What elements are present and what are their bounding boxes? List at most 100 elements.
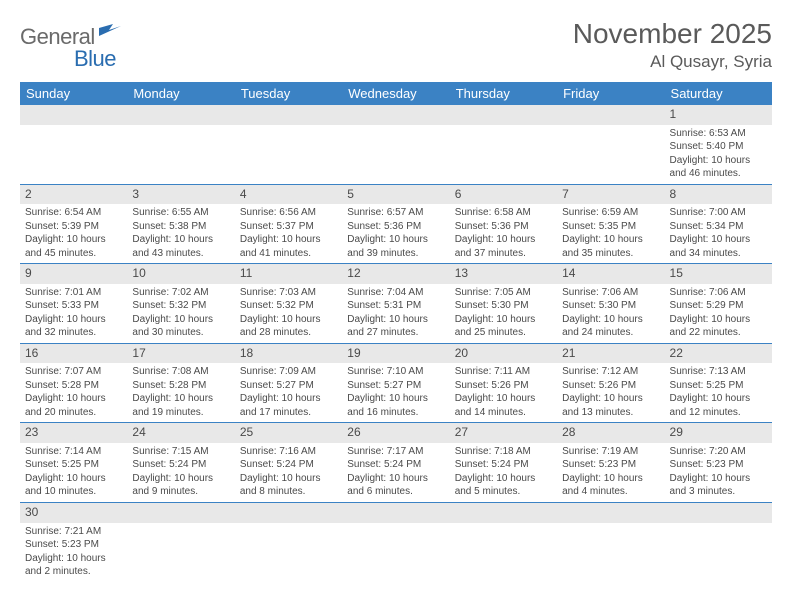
calendar-day-cell: 12Sunrise: 7:04 AMSunset: 5:31 PMDayligh… bbox=[342, 264, 449, 344]
day-number: 13 bbox=[450, 264, 557, 284]
day-number: 27 bbox=[450, 423, 557, 443]
day-number: 17 bbox=[127, 344, 234, 364]
day-details: Sunrise: 7:02 AMSunset: 5:32 PMDaylight:… bbox=[127, 284, 234, 343]
calendar-week-row: 23Sunrise: 7:14 AMSunset: 5:25 PMDayligh… bbox=[20, 423, 772, 503]
day-details: Sunrise: 7:14 AMSunset: 5:25 PMDaylight:… bbox=[20, 443, 127, 502]
day-number: 8 bbox=[665, 185, 772, 205]
location-label: Al Qusayr, Syria bbox=[573, 52, 772, 72]
calendar-day-cell: 16Sunrise: 7:07 AMSunset: 5:28 PMDayligh… bbox=[20, 343, 127, 423]
calendar-empty-cell bbox=[557, 502, 664, 581]
calendar-empty-cell bbox=[342, 105, 449, 184]
calendar-body: 1Sunrise: 6:53 AMSunset: 5:40 PMDaylight… bbox=[20, 105, 772, 582]
day-details: Sunrise: 7:10 AMSunset: 5:27 PMDaylight:… bbox=[342, 363, 449, 422]
calendar-day-cell: 30Sunrise: 7:21 AMSunset: 5:23 PMDayligh… bbox=[20, 502, 127, 581]
day-number-bar bbox=[235, 503, 342, 523]
calendar-head: SundayMondayTuesdayWednesdayThursdayFrid… bbox=[20, 82, 772, 105]
calendar-page: General November 2025 Al Qusayr, Syria B… bbox=[0, 0, 792, 582]
calendar-week-row: 2Sunrise: 6:54 AMSunset: 5:39 PMDaylight… bbox=[20, 184, 772, 264]
day-details: Sunrise: 7:08 AMSunset: 5:28 PMDaylight:… bbox=[127, 363, 234, 422]
day-details: Sunrise: 7:09 AMSunset: 5:27 PMDaylight:… bbox=[235, 363, 342, 422]
day-number: 12 bbox=[342, 264, 449, 284]
calendar-empty-cell bbox=[557, 105, 664, 184]
calendar-day-cell: 18Sunrise: 7:09 AMSunset: 5:27 PMDayligh… bbox=[235, 343, 342, 423]
calendar-day-cell: 19Sunrise: 7:10 AMSunset: 5:27 PMDayligh… bbox=[342, 343, 449, 423]
day-details: Sunrise: 6:59 AMSunset: 5:35 PMDaylight:… bbox=[557, 204, 664, 263]
calendar-day-cell: 24Sunrise: 7:15 AMSunset: 5:24 PMDayligh… bbox=[127, 423, 234, 503]
logo-flag-icon bbox=[99, 22, 125, 45]
day-details: Sunrise: 7:03 AMSunset: 5:32 PMDaylight:… bbox=[235, 284, 342, 343]
calendar-empty-cell bbox=[20, 105, 127, 184]
calendar-day-cell: 20Sunrise: 7:11 AMSunset: 5:26 PMDayligh… bbox=[450, 343, 557, 423]
weekday-header: Thursday bbox=[450, 82, 557, 105]
calendar-day-cell: 7Sunrise: 6:59 AMSunset: 5:35 PMDaylight… bbox=[557, 184, 664, 264]
day-details: Sunrise: 7:13 AMSunset: 5:25 PMDaylight:… bbox=[665, 363, 772, 422]
calendar-empty-cell bbox=[127, 105, 234, 184]
day-number-bar bbox=[342, 503, 449, 523]
day-number-bar bbox=[235, 105, 342, 125]
day-details: Sunrise: 7:12 AMSunset: 5:26 PMDaylight:… bbox=[557, 363, 664, 422]
day-details: Sunrise: 7:07 AMSunset: 5:28 PMDaylight:… bbox=[20, 363, 127, 422]
weekday-header: Tuesday bbox=[235, 82, 342, 105]
day-number: 10 bbox=[127, 264, 234, 284]
day-number-bar bbox=[665, 503, 772, 523]
month-title: November 2025 bbox=[573, 18, 772, 50]
calendar-week-row: 9Sunrise: 7:01 AMSunset: 5:33 PMDaylight… bbox=[20, 264, 772, 344]
day-number-bar bbox=[557, 503, 664, 523]
day-number-bar bbox=[127, 105, 234, 125]
day-details: Sunrise: 7:16 AMSunset: 5:24 PMDaylight:… bbox=[235, 443, 342, 502]
day-number: 19 bbox=[342, 344, 449, 364]
calendar-day-cell: 22Sunrise: 7:13 AMSunset: 5:25 PMDayligh… bbox=[665, 343, 772, 423]
calendar-day-cell: 8Sunrise: 7:00 AMSunset: 5:34 PMDaylight… bbox=[665, 184, 772, 264]
day-number: 29 bbox=[665, 423, 772, 443]
logo-sub-row: Blue bbox=[20, 46, 116, 72]
calendar-day-cell: 26Sunrise: 7:17 AMSunset: 5:24 PMDayligh… bbox=[342, 423, 449, 503]
calendar-day-cell: 29Sunrise: 7:20 AMSunset: 5:23 PMDayligh… bbox=[665, 423, 772, 503]
day-number: 15 bbox=[665, 264, 772, 284]
day-details: Sunrise: 7:11 AMSunset: 5:26 PMDaylight:… bbox=[450, 363, 557, 422]
calendar-day-cell: 23Sunrise: 7:14 AMSunset: 5:25 PMDayligh… bbox=[20, 423, 127, 503]
day-number: 26 bbox=[342, 423, 449, 443]
day-number: 21 bbox=[557, 344, 664, 364]
calendar-empty-cell bbox=[450, 502, 557, 581]
calendar-day-cell: 10Sunrise: 7:02 AMSunset: 5:32 PMDayligh… bbox=[127, 264, 234, 344]
day-number-bar bbox=[557, 105, 664, 125]
calendar-day-cell: 4Sunrise: 6:56 AMSunset: 5:37 PMDaylight… bbox=[235, 184, 342, 264]
weekday-header: Monday bbox=[127, 82, 234, 105]
day-details: Sunrise: 6:58 AMSunset: 5:36 PMDaylight:… bbox=[450, 204, 557, 263]
day-number: 5 bbox=[342, 185, 449, 205]
weekday-header: Friday bbox=[557, 82, 664, 105]
calendar-day-cell: 28Sunrise: 7:19 AMSunset: 5:23 PMDayligh… bbox=[557, 423, 664, 503]
day-details: Sunrise: 7:06 AMSunset: 5:29 PMDaylight:… bbox=[665, 284, 772, 343]
day-details: Sunrise: 6:56 AMSunset: 5:37 PMDaylight:… bbox=[235, 204, 342, 263]
day-number-bar bbox=[20, 105, 127, 125]
calendar-day-cell: 11Sunrise: 7:03 AMSunset: 5:32 PMDayligh… bbox=[235, 264, 342, 344]
weekday-header: Sunday bbox=[20, 82, 127, 105]
day-number: 18 bbox=[235, 344, 342, 364]
calendar-empty-cell bbox=[235, 502, 342, 581]
logo-text-blue: Blue bbox=[74, 46, 116, 71]
calendar-empty-cell bbox=[342, 502, 449, 581]
calendar-day-cell: 14Sunrise: 7:06 AMSunset: 5:30 PMDayligh… bbox=[557, 264, 664, 344]
day-number: 28 bbox=[557, 423, 664, 443]
calendar-day-cell: 25Sunrise: 7:16 AMSunset: 5:24 PMDayligh… bbox=[235, 423, 342, 503]
calendar-empty-cell bbox=[450, 105, 557, 184]
day-number-bar bbox=[342, 105, 449, 125]
calendar-empty-cell bbox=[127, 502, 234, 581]
calendar-day-cell: 17Sunrise: 7:08 AMSunset: 5:28 PMDayligh… bbox=[127, 343, 234, 423]
calendar-day-cell: 27Sunrise: 7:18 AMSunset: 5:24 PMDayligh… bbox=[450, 423, 557, 503]
day-details: Sunrise: 7:21 AMSunset: 5:23 PMDaylight:… bbox=[20, 523, 127, 582]
day-number: 6 bbox=[450, 185, 557, 205]
day-number: 30 bbox=[20, 503, 127, 523]
day-number: 7 bbox=[557, 185, 664, 205]
calendar-day-cell: 13Sunrise: 7:05 AMSunset: 5:30 PMDayligh… bbox=[450, 264, 557, 344]
day-number: 25 bbox=[235, 423, 342, 443]
calendar-empty-cell bbox=[665, 502, 772, 581]
day-details: Sunrise: 7:15 AMSunset: 5:24 PMDaylight:… bbox=[127, 443, 234, 502]
weekday-row: SundayMondayTuesdayWednesdayThursdayFrid… bbox=[20, 82, 772, 105]
day-number-bar bbox=[450, 105, 557, 125]
day-details: Sunrise: 7:17 AMSunset: 5:24 PMDaylight:… bbox=[342, 443, 449, 502]
day-details: Sunrise: 6:55 AMSunset: 5:38 PMDaylight:… bbox=[127, 204, 234, 263]
day-number: 3 bbox=[127, 185, 234, 205]
calendar-table: SundayMondayTuesdayWednesdayThursdayFrid… bbox=[20, 82, 772, 582]
day-number: 11 bbox=[235, 264, 342, 284]
